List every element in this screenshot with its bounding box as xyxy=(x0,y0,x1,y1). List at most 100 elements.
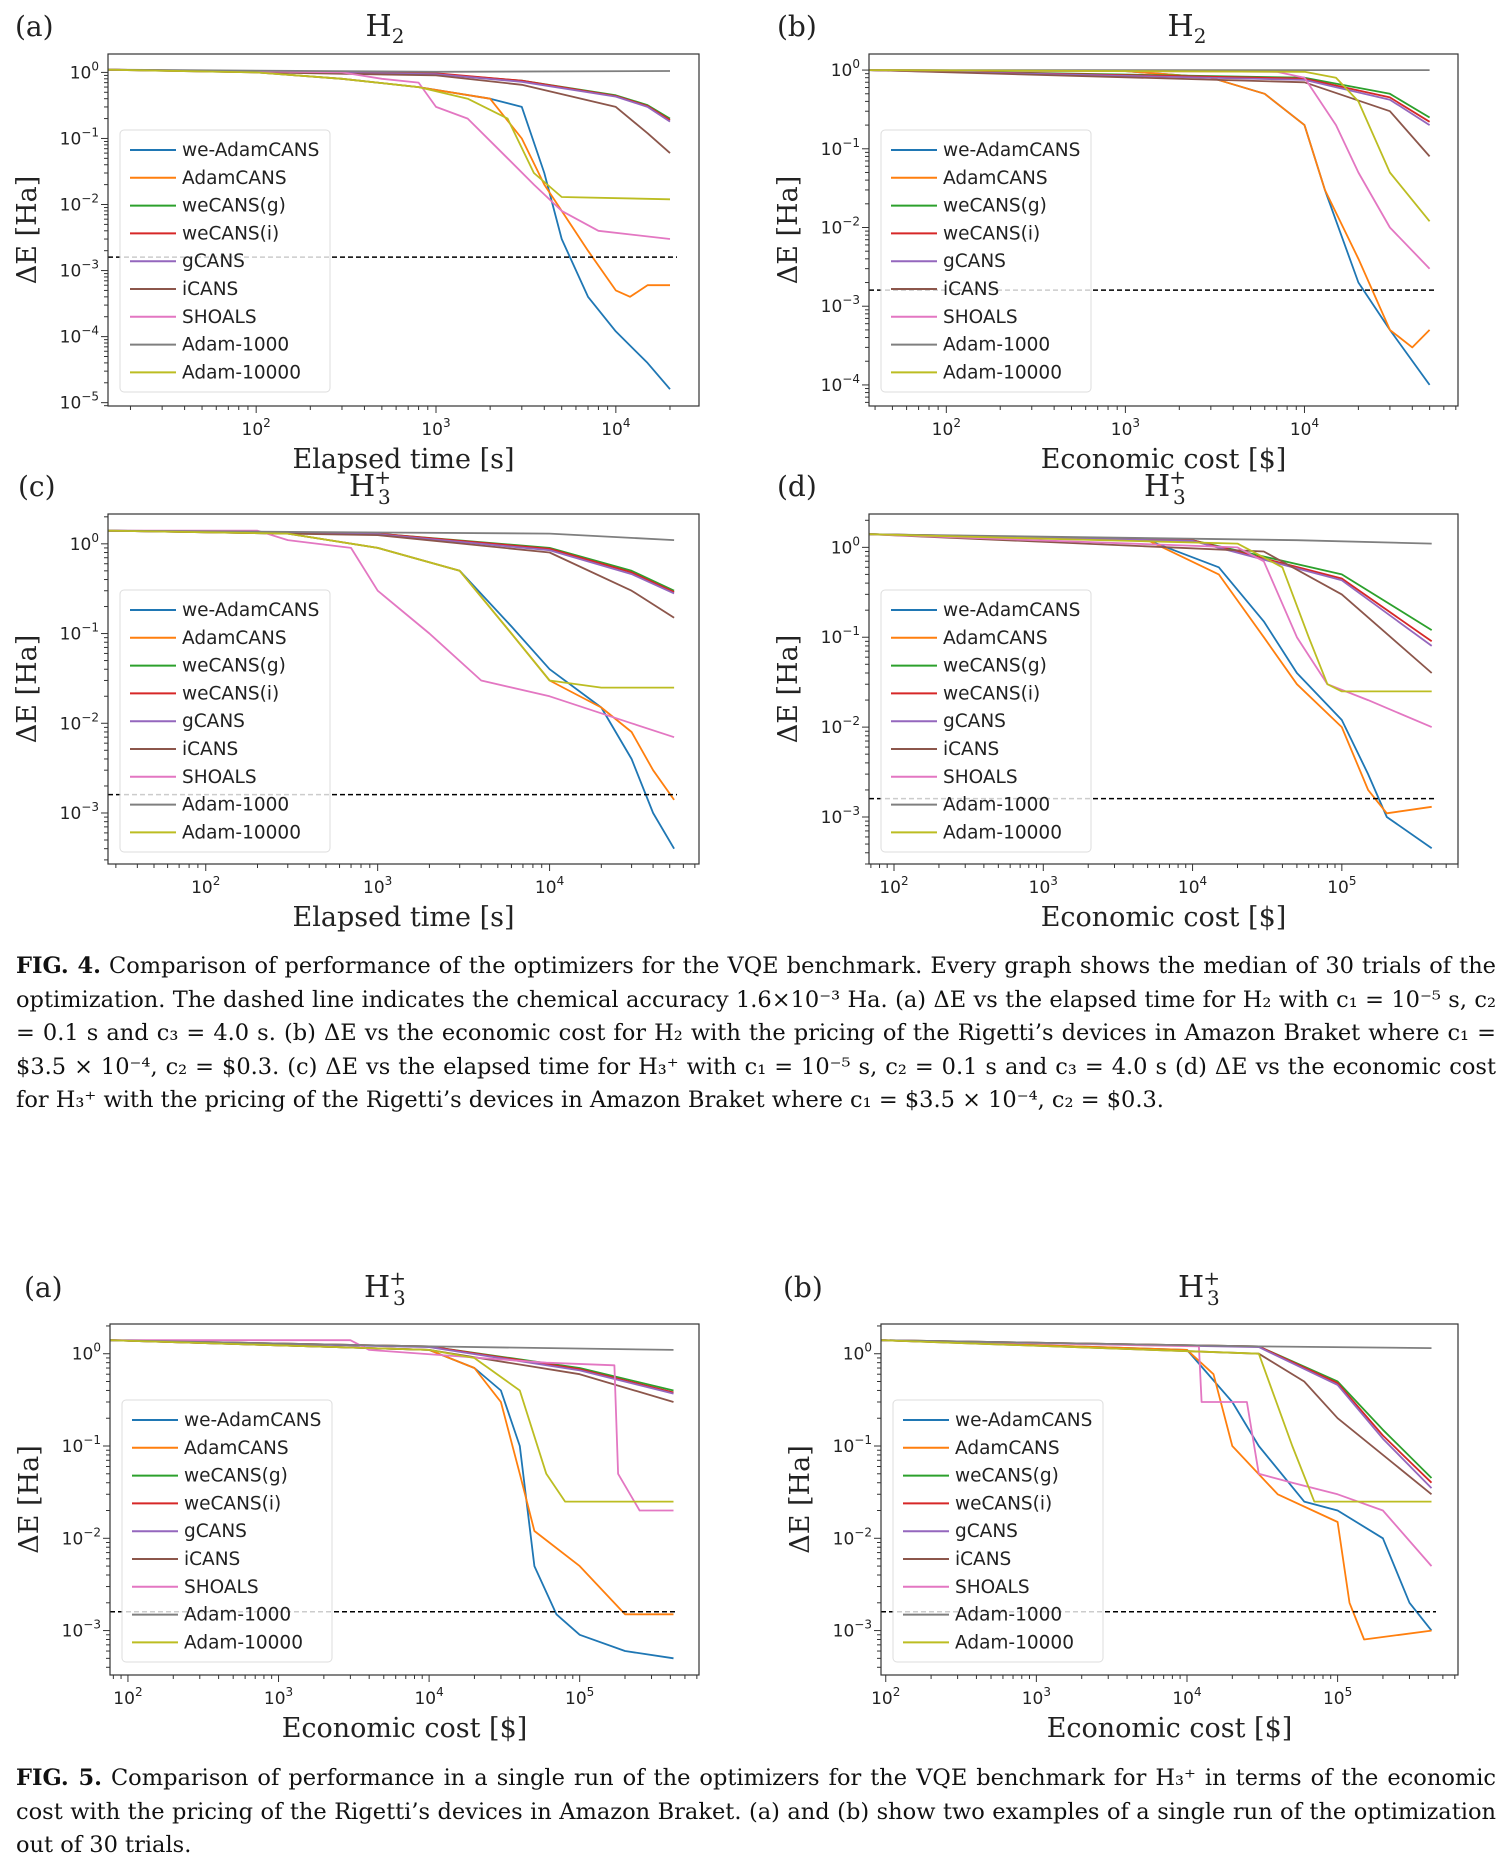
x-tick-label: 103 xyxy=(264,1685,293,1709)
legend-label: Adam-10000 xyxy=(943,362,1062,383)
x-axis-label: Economic cost [$] xyxy=(1041,902,1287,933)
y-axis-label: ΔE [Ha] xyxy=(12,176,43,285)
legend-label: SHOALS xyxy=(184,1577,259,1598)
legend-label: gCANS xyxy=(182,711,245,732)
legend-label: iCANS xyxy=(943,279,999,300)
chart-title: H+ 3 xyxy=(364,1266,406,1310)
legend: we-AdamCANS AdamCANS weCANS(g) weCANS(i) gCA… xyxy=(119,589,331,853)
y-axis-label: ΔE [Ha] xyxy=(14,1445,45,1554)
chart-title: H+ 3 xyxy=(349,465,391,509)
series-line-we-adamcans xyxy=(881,1339,1433,1632)
legend-label: AdamCANS xyxy=(955,1438,1060,1459)
y-tick-label: 10−3 xyxy=(62,1618,101,1642)
y-tick-label: 10−1 xyxy=(60,125,99,149)
y-tick-label: 100 xyxy=(831,57,860,81)
legend-label: weCANS(i) xyxy=(943,223,1040,244)
figure-4-caption: FIG. 4. Comparison of performance of the… xyxy=(16,950,1496,1118)
figure-5-label: FIG. 5. xyxy=(16,1765,102,1791)
series-line-gcans xyxy=(108,529,675,595)
x-tick-label: 104 xyxy=(1172,1685,1201,1709)
legend-label: weCANS(g) xyxy=(943,656,1047,677)
legend-label: weCANS(i) xyxy=(182,683,279,704)
x-axis-label: Economic cost [$] xyxy=(282,1713,528,1744)
legend: we-AdamCANS AdamCANS weCANS(g) weCANS(i) gCA… xyxy=(880,589,1092,853)
legend-box xyxy=(121,1399,333,1663)
series-line-shoals xyxy=(108,529,675,739)
plot-area xyxy=(110,1339,677,1660)
chart-title: H+ 3 xyxy=(1144,465,1186,509)
legend-label: we-AdamCANS xyxy=(182,600,319,621)
plot-area xyxy=(881,1339,1436,1641)
y-axis-label: ΔE [Ha] xyxy=(773,635,804,744)
y-tick-label: 10−2 xyxy=(833,1525,872,1549)
legend-label: Adam-10000 xyxy=(955,1632,1074,1653)
legend-label: iCANS xyxy=(955,1549,1011,1570)
legend-label: gCANS xyxy=(943,711,1006,732)
x-tick-label: 104 xyxy=(414,1685,443,1709)
legend-label: iCANS xyxy=(184,1549,240,1570)
legend-label: Adam-1000 xyxy=(182,335,289,356)
y-tick-label: 10−1 xyxy=(821,136,860,160)
series-line-adam-10000 xyxy=(869,69,1431,222)
y-axis-label: ΔE [Ha] xyxy=(773,176,804,285)
y-tick-label: 10−4 xyxy=(60,324,99,348)
legend-label: we-AdamCANS xyxy=(943,600,1080,621)
series-line-adam-1000 xyxy=(869,533,1432,545)
chart-fig4c: (c) H+ 3 102 103 104 10−3 10−2 10−1 100 Elapsed ti… xyxy=(12,465,700,933)
x-tick-label: 103 xyxy=(1111,416,1140,440)
legend-label: weCANS(i) xyxy=(182,223,279,244)
y-tick-label: 10−3 xyxy=(821,804,860,828)
legend-label: gCANS xyxy=(184,1521,247,1542)
legend-label: gCANS xyxy=(943,251,1006,272)
series-line-adamcans xyxy=(869,69,1431,349)
axes-frame xyxy=(868,53,1459,407)
x-tick-label: 103 xyxy=(421,416,450,440)
y-axis-label: ΔE [Ha] xyxy=(12,635,43,744)
legend-label: weCANS(g) xyxy=(182,656,286,677)
y-tick-label: 10−3 xyxy=(833,1618,872,1642)
x-tick-label: 105 xyxy=(1327,874,1356,898)
legend-box xyxy=(119,129,331,393)
chart-title: H2 xyxy=(1168,9,1207,48)
y-tick-label: 10−3 xyxy=(60,800,99,824)
series-line-shoals xyxy=(110,1339,674,1512)
legend-box xyxy=(880,129,1092,393)
x-tick-label: 102 xyxy=(191,874,220,898)
legend-label: gCANS xyxy=(182,251,245,272)
legend-label: SHOALS xyxy=(182,767,257,788)
y-tick-label: 10−3 xyxy=(60,258,99,282)
y-tick-label: 10−1 xyxy=(821,624,860,648)
chart-title: H+ 3 xyxy=(1178,1266,1220,1310)
legend-label: AdamCANS xyxy=(943,628,1048,649)
y-tick-label: 100 xyxy=(72,1341,101,1365)
x-tick-label: 102 xyxy=(242,416,271,440)
legend-label: Adam-10000 xyxy=(184,1632,303,1653)
series-line-gcans xyxy=(108,68,671,123)
legend-label: weCANS(i) xyxy=(955,1493,1052,1514)
series-line-we-adamcans xyxy=(869,533,1433,849)
x-tick-label: 102 xyxy=(113,1685,142,1709)
x-tick-label: 103 xyxy=(363,874,392,898)
legend-label: weCANS(g) xyxy=(943,196,1047,217)
x-axis-label: Elapsed time [s] xyxy=(293,444,515,475)
legend-label: we-AdamCANS xyxy=(184,1410,321,1431)
y-tick-label: 10−2 xyxy=(60,192,99,216)
y-tick-label: 10−4 xyxy=(821,372,860,396)
series-line-icans xyxy=(108,68,671,154)
legend-label: SHOALS xyxy=(943,307,1018,328)
y-tick-label: 100 xyxy=(831,534,860,558)
legend: we-AdamCANS AdamCANS weCANS(g) weCANS(i) gCA… xyxy=(892,1399,1104,1663)
legend-label: AdamCANS xyxy=(182,628,287,649)
legend-label: iCANS xyxy=(943,739,999,760)
legend-box xyxy=(892,1399,1104,1663)
legend-label: SHOALS xyxy=(182,307,257,328)
x-tick-label: 104 xyxy=(535,874,564,898)
series-line-adamcans xyxy=(881,1339,1432,1641)
axes-frame xyxy=(880,1323,1459,1676)
figure-4-caption-text: Comparison of performance of the optimiz… xyxy=(16,953,1496,1113)
legend: we-AdamCANS AdamCANS weCANS(g) weCANS(i) gCA… xyxy=(119,129,331,393)
y-tick-label: 10−2 xyxy=(821,714,860,738)
y-tick-label: 100 xyxy=(70,531,99,555)
panel-label: (b) xyxy=(777,10,817,43)
